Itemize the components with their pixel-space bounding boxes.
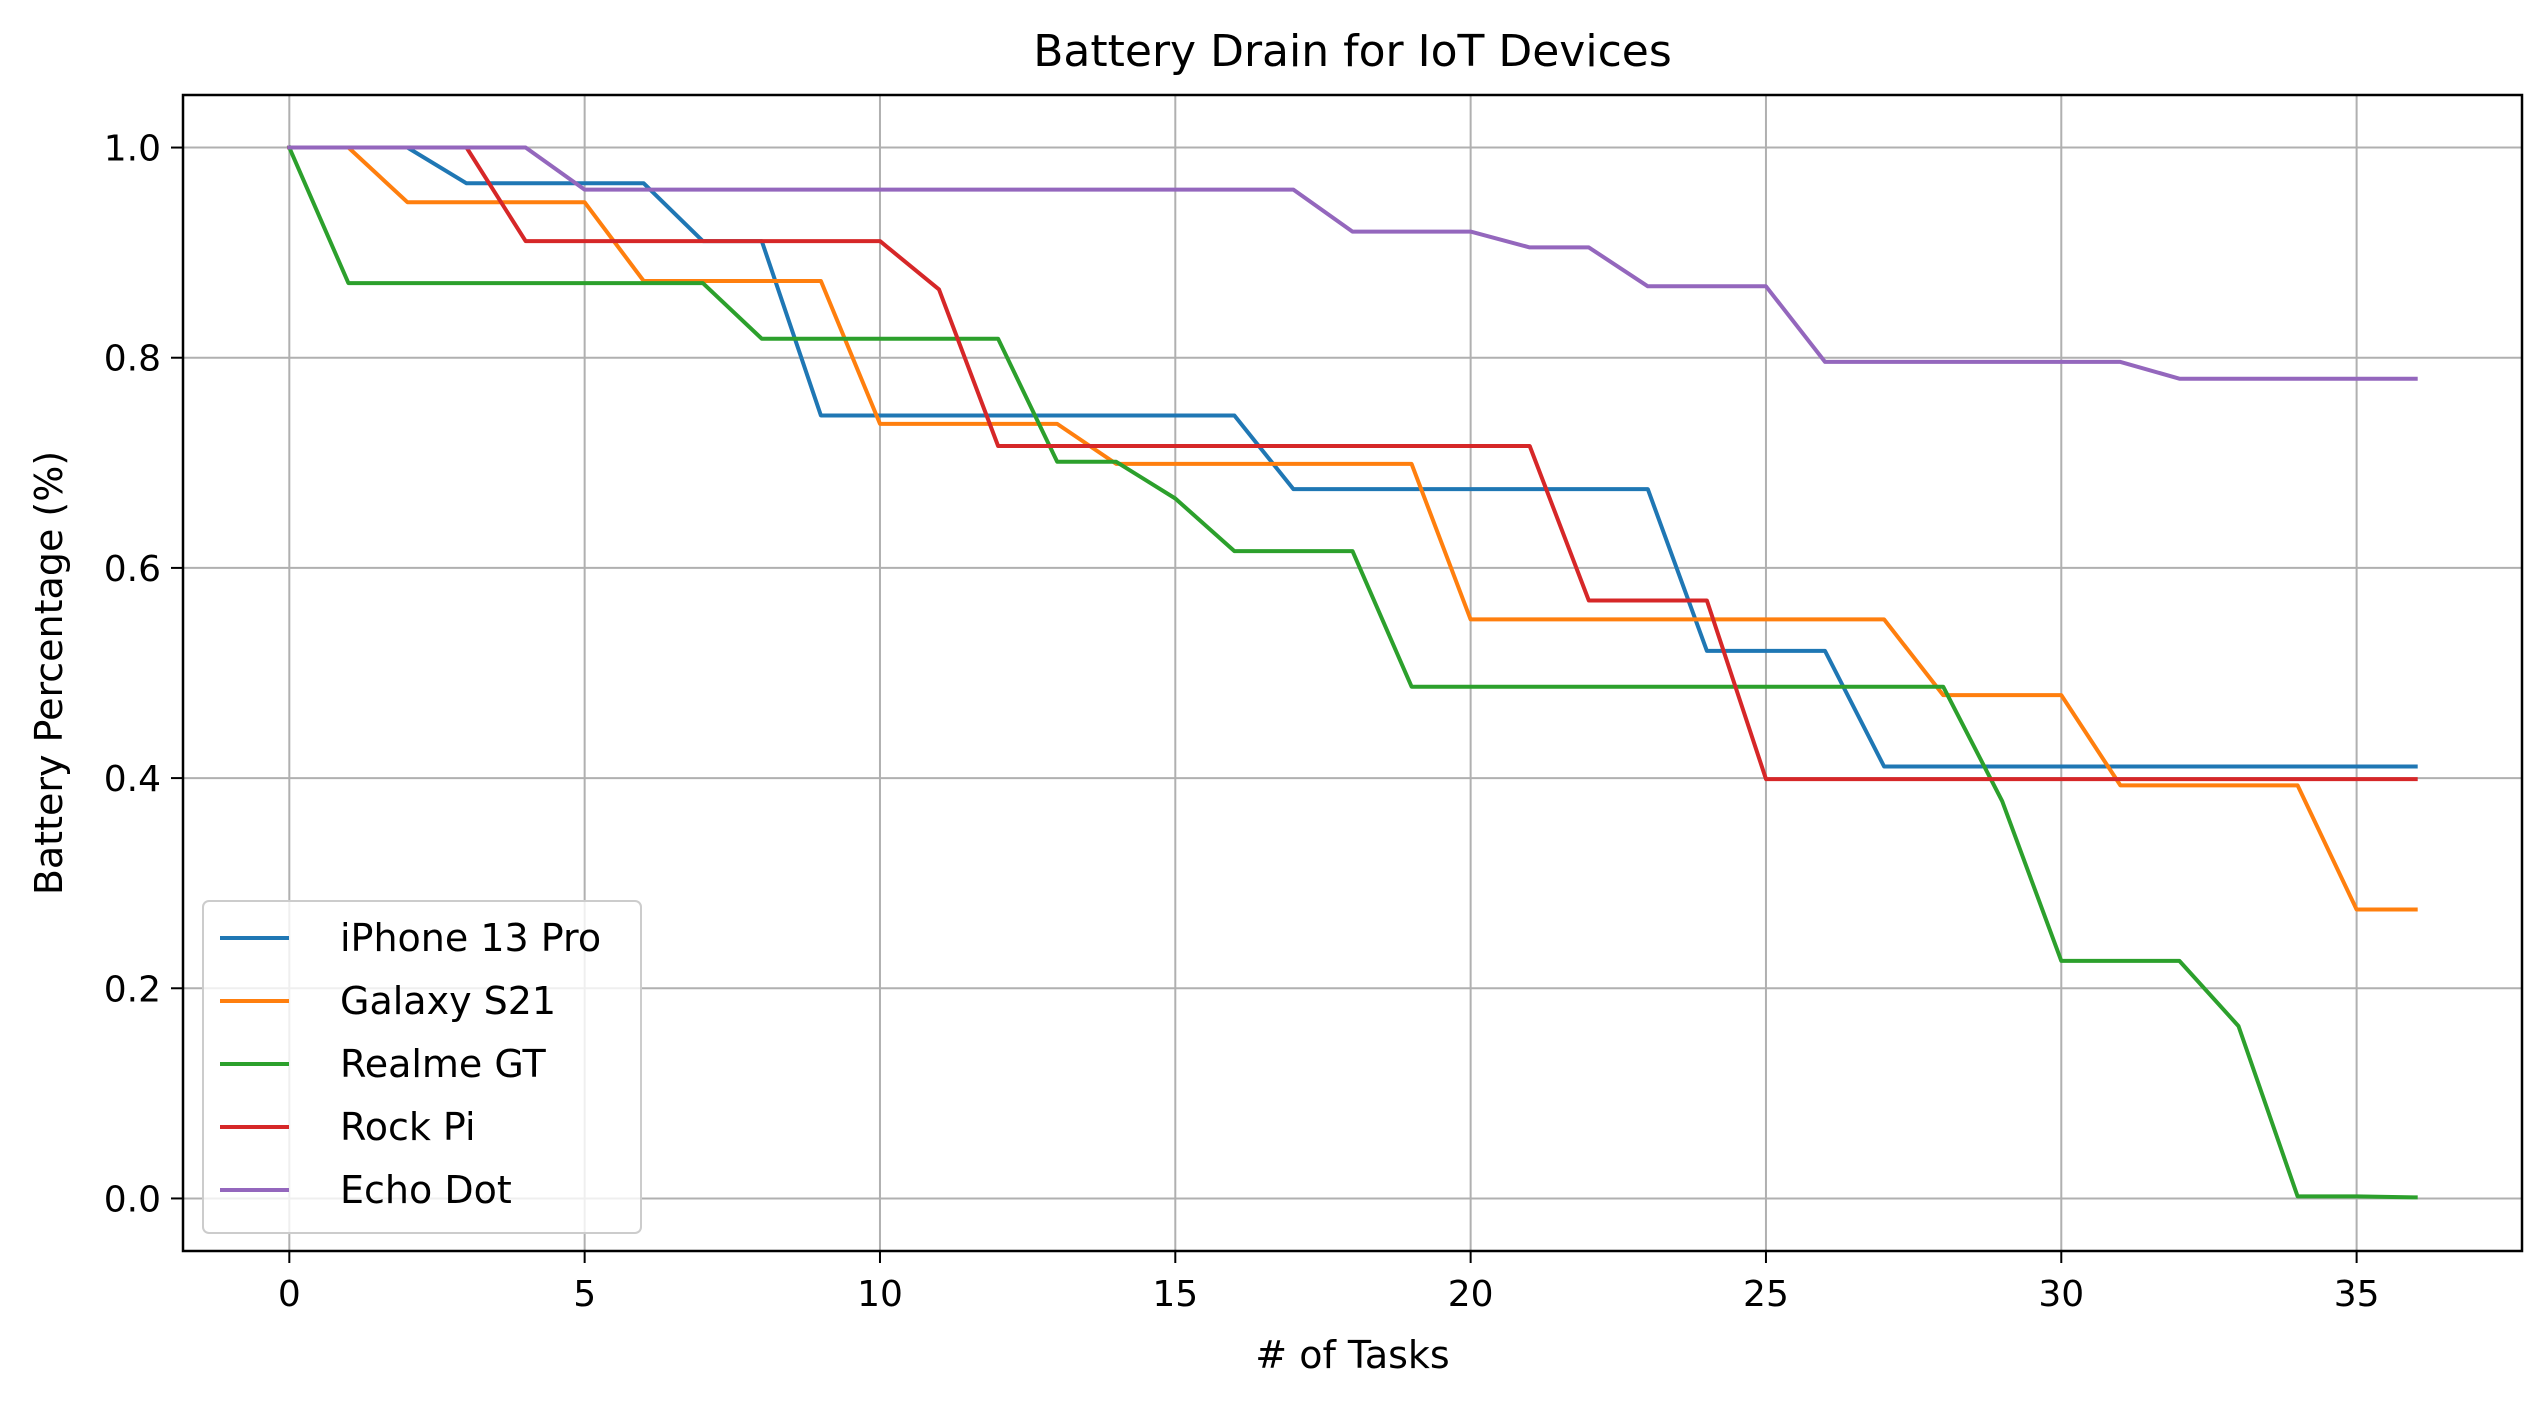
series-line-0	[287, 145, 2418, 769]
x-tick-label: 25	[1743, 1274, 1789, 1315]
x-tick-label: 15	[1152, 1274, 1198, 1315]
y-tick-label: 0.0	[104, 1179, 161, 1220]
legend-label-0: iPhone 13 Pro	[340, 916, 601, 960]
legend-label-1: Galaxy S21	[340, 979, 556, 1023]
legend-label-3: Rock Pi	[340, 1105, 476, 1149]
series-lines	[286, 144, 2418, 1200]
x-tick-label: 20	[1448, 1274, 1494, 1315]
series-line-3	[287, 145, 2418, 782]
y-axis: 0.0 0.2 0.4 0.6 0.8 1.0	[104, 129, 183, 1220]
x-tick-label: 35	[2334, 1274, 2380, 1315]
legend-label-4: Echo Dot	[340, 1168, 512, 1212]
y-tick-label: 0.6	[104, 549, 161, 590]
x-tick-label: 30	[2038, 1274, 2084, 1315]
x-tick-label: 5	[573, 1274, 596, 1315]
y-tick-label: 0.8	[104, 339, 161, 380]
series-line-4	[287, 145, 2418, 381]
legend: iPhone 13 Pro Galaxy S21 Realme GT Rock Pi E…	[202, 900, 642, 1234]
y-tick-label: 1.0	[104, 129, 161, 170]
y-tick-label: 0.2	[104, 969, 161, 1010]
series-line-1	[287, 145, 2418, 912]
chart-title: Battery Drain for IoT Devices	[1033, 26, 1672, 77]
x-tick-label: 10	[857, 1274, 903, 1315]
x-axis: 0 5 10 15 20 25 30 35	[278, 1251, 2380, 1315]
x-tick-label: 0	[278, 1274, 301, 1315]
plot-frame	[181, 93, 2524, 1253]
legend-box	[202, 900, 642, 1234]
legend-label-2: Realme GT	[340, 1042, 546, 1086]
series-line-2	[286, 144, 2418, 1200]
x-axis-title: # of Tasks	[1255, 1333, 1449, 1377]
y-tick-label: 0.4	[104, 759, 161, 800]
y-axis-title: Battery Percentage (%)	[27, 451, 71, 895]
